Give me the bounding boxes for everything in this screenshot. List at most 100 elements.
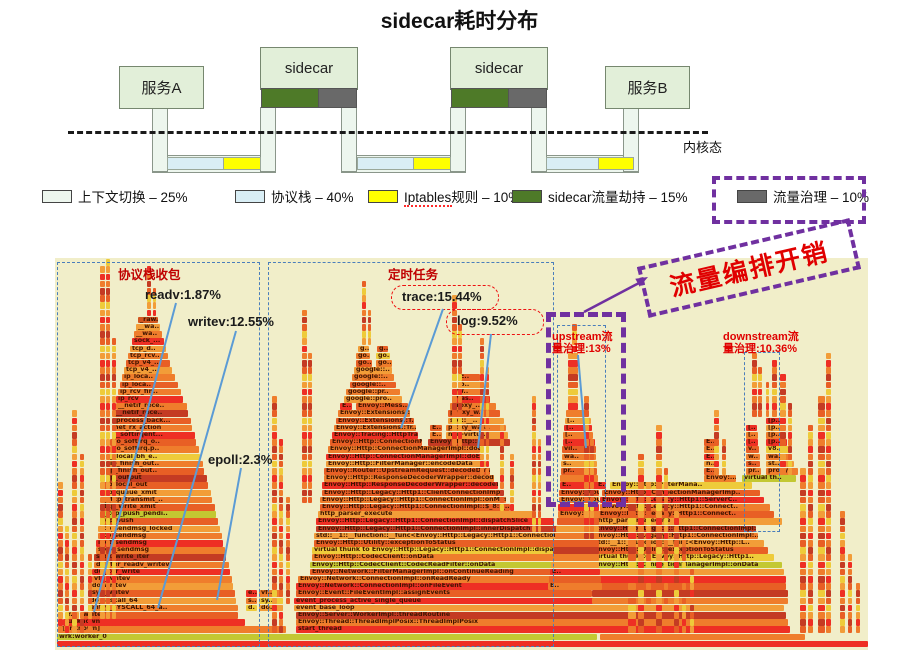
flame-frame [638,453,644,461]
flame-frame [452,403,457,410]
flame-frame [272,604,277,612]
flame-frame [682,597,686,605]
flame-frame [590,468,594,475]
flame-frame [58,590,63,597]
pipe-sidecar2-left [450,107,466,172]
flame-frame [538,453,541,461]
flame-frame [279,439,283,446]
flame-frame [308,468,312,475]
flame-frame [664,468,668,475]
flame-frame [500,482,504,489]
flame-frame [272,396,277,403]
flame-frame [722,460,726,468]
flame-frame [808,554,813,561]
flame-frame [690,612,694,619]
flame-frame: e.. [246,590,257,597]
flame-frame [72,540,77,547]
sidecar1-governance-bar [318,88,357,108]
flame-frame [500,453,504,461]
flame-frame [57,640,868,648]
flame-frame: proxy_w.. [448,410,500,417]
flame-frame [808,482,813,489]
flame-frame [153,295,156,302]
flame-frame: Envoy::Http::Utility::exceptionToStatus [314,540,566,547]
flame-frame [279,583,283,590]
flame-frame [808,468,813,475]
flame-frame [826,468,831,475]
flame-frame [656,568,662,576]
flame-frame [826,489,831,497]
flame-frame: Envoy::Router::UpstreamRequest::decodeDa… [324,468,490,475]
kernel-label: 内核态 [683,140,723,155]
flame-frame [628,604,636,612]
flame-frame [752,360,757,367]
flame-frame [758,374,762,381]
flame-frame [592,583,786,590]
flame-frame [279,518,283,525]
flame-frame [106,280,110,288]
flame-frame [452,302,457,309]
flame-frame [674,540,679,547]
flame-frame [818,410,825,417]
flame-frame [664,511,668,518]
pipe-service-a [152,107,168,172]
flame-frame [80,612,84,619]
flame-frame [674,626,679,633]
flame-frame [272,489,277,497]
flame-frame: [p.. [766,417,781,425]
flame-frame [88,597,92,605]
flame-frame [500,446,504,453]
downstream-governance-box [744,352,780,532]
flame-frame: E.. [560,482,598,489]
flame-frame [532,511,536,518]
flame-frame [848,568,852,576]
flame-frame [800,468,806,475]
flame-frame [308,482,312,489]
flame-frame: [p.. [766,439,787,446]
legend-swatch [368,189,398,203]
flame-frame [302,338,307,345]
flame-frame [590,453,594,461]
flame-frame [848,576,852,583]
flame-frame [58,612,63,619]
flame-frame: Envoy::Extensions::.. [338,410,410,417]
flame-frame [286,504,290,511]
flame-frame [808,532,813,540]
flame-frame [758,410,762,417]
flame-frame [302,468,307,475]
flame-frame [568,367,578,374]
flame-frame [452,352,457,360]
flame-frame [590,518,594,525]
flame-frame [58,489,63,497]
protocol-stack-segment [167,157,225,170]
flame-frame [553,547,599,554]
flame-frame: Envoy::Extensions::T.. [336,417,414,425]
flame-frame [674,518,679,525]
flame-frame [800,619,806,626]
flame-frame [826,583,831,590]
flame-frame [510,460,514,468]
flame-frame [80,597,84,605]
flame-frame: Envoy::Rou.. [559,489,599,497]
flame-frame [486,446,489,453]
section1-title: 协议栈收包 [118,268,181,282]
flame-frame [557,518,599,525]
flame-frame [638,460,644,468]
flame-frame [818,489,825,497]
flame-frame [682,547,686,554]
flame-frame [100,280,105,288]
flame-frame [458,417,462,425]
flame-frame [856,583,860,590]
flame-frame [362,288,366,295]
flame-frame [272,432,277,439]
flame-frame [840,576,845,583]
flame-frame [690,568,694,576]
flame-frame [656,482,662,489]
flame-frame [308,381,312,389]
flame-frame [362,295,366,302]
flame-frame [362,324,366,331]
flame-frame [590,496,594,504]
flame-frame [758,367,762,374]
flame-frame [272,590,277,597]
flame-frame [590,504,594,511]
